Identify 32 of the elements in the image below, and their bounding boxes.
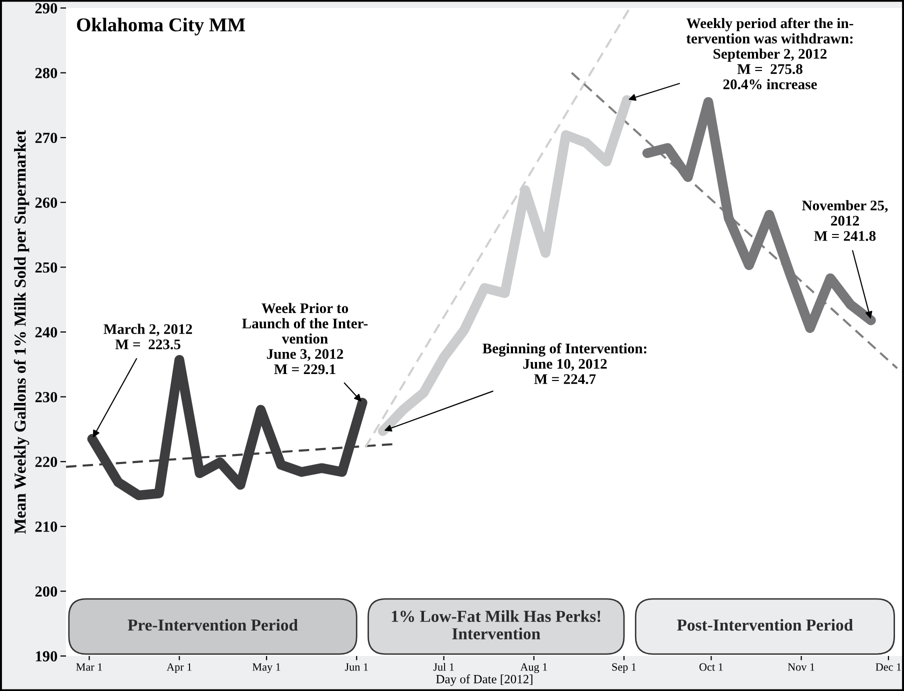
x-tick-label: Apr 1	[166, 663, 192, 674]
y-axis-title: Mean Weekly Gallons of 1% Milk Sold per Supermarket	[14, 130, 30, 534]
band-label: Pre-Intervention Period	[128, 618, 298, 631]
y-tick-label: 220	[35, 456, 58, 468]
y-tick-label: 240	[35, 327, 58, 338]
band-label: Post-Intervention Period	[677, 618, 853, 631]
x-tick-label: Mar 1	[76, 663, 102, 671]
y-tick-label: 270	[35, 132, 58, 144]
x-tick-label: Aug 1	[520, 663, 547, 674]
annotation: Weekly period after the in- tervention was withdrawn: September 2, 2012 M = 275.8 20.4% increase	[686, 18, 854, 90]
y-tick-label: 290	[35, 3, 58, 14]
annotation: Beginning of Intervention: June 10, 2012 M = 224.7	[482, 343, 646, 384]
y-tick-label: 190	[36, 651, 58, 662]
x-tick-label: Sep 1	[612, 663, 636, 674]
annotation: Week Prior to Launch of the Inter- vention June 3, 2012 M = 229.1	[242, 302, 368, 374]
x-tick-label: Oct 1	[699, 663, 723, 671]
x-tick-label: Nov 1	[788, 663, 814, 671]
y-tick-label: 230	[35, 392, 58, 402]
x-tick-label: Dec 1	[876, 663, 901, 671]
y-tick-label: 210	[35, 522, 58, 532]
annotation: November 25, 2012 M = 241.8	[802, 200, 888, 241]
annotation: March 2, 2012 M = 223.5	[104, 324, 192, 350]
y-tick-label: 280	[35, 68, 58, 78]
x-tick-label: Jul 1	[433, 662, 454, 671]
chart-title: Oklahoma City MM	[76, 18, 246, 36]
y-tick-label: 260	[35, 198, 58, 208]
y-tick-label: 200	[35, 586, 58, 597]
y-tick-label: 250	[35, 262, 58, 273]
band-label: 1% Low-Fat Milk Has Perks! Intervention	[392, 610, 600, 640]
x-tick-label: Jun 1	[344, 663, 368, 671]
x-axis-title: Day of Date [2012]	[436, 674, 532, 686]
x-tick-label: May 1	[252, 663, 280, 674]
